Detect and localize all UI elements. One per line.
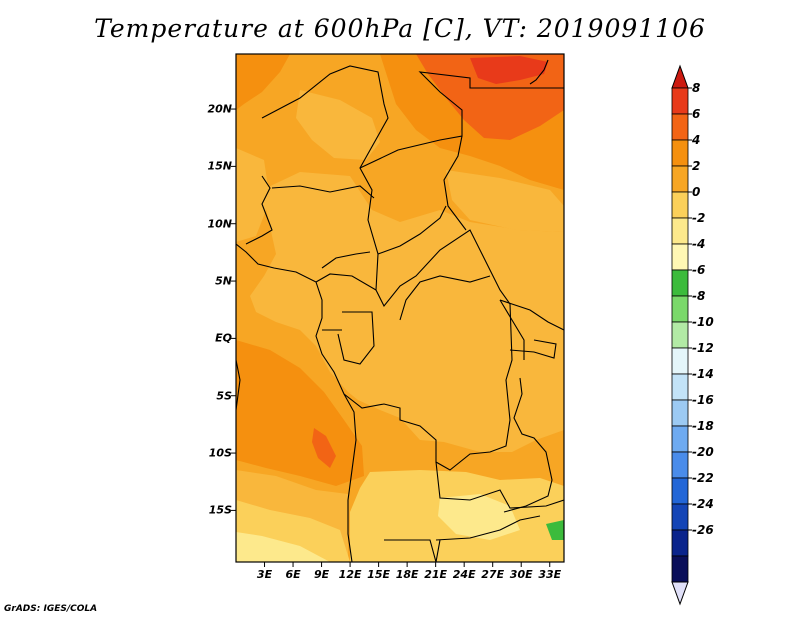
lat-label: 5N — [215, 274, 232, 288]
colorbar-label: -22 — [692, 471, 714, 485]
colorbar-swatch — [671, 191, 689, 219]
lon-label: 6E — [285, 568, 301, 581]
temperature-field — [236, 54, 564, 562]
lon-label: 21E — [424, 568, 448, 581]
colorbar-label: 2 — [692, 159, 701, 173]
colorbar-swatch — [671, 373, 689, 401]
axis-ticks — [231, 108, 551, 567]
colorbar-swatch — [671, 321, 689, 349]
lon-label: 9E — [313, 568, 330, 581]
colorbar-swatch — [671, 503, 689, 531]
shading-0-to-2-central — [250, 172, 564, 452]
lat-label: 20N — [207, 102, 232, 116]
colorbar-label: -18 — [692, 419, 714, 433]
colorbar-swatch — [671, 529, 689, 557]
shading-minus6-to-minus4 — [546, 520, 564, 540]
shading-4-to-6-northwest — [236, 54, 290, 110]
lon-label: 18E — [395, 568, 419, 581]
colorbar-swatch — [671, 555, 689, 583]
colorbar-label: -8 — [692, 289, 706, 303]
shading-6-to-8-southwest — [312, 428, 336, 468]
colorbar-label: -20 — [692, 445, 714, 459]
colorbar-label: -16 — [692, 393, 714, 407]
colorbar-bottom-arrow — [671, 581, 689, 606]
colorbar-label: 8 — [692, 81, 701, 95]
colorbar-label: -14 — [692, 367, 714, 381]
lon-label: 15E — [367, 568, 391, 581]
lon-label: 27E — [481, 568, 505, 581]
lat-label: 15N — [207, 159, 232, 173]
colorbar-label: 4 — [692, 133, 701, 147]
colorbar-swatch — [671, 477, 689, 505]
lat-label: 10N — [207, 217, 232, 231]
lon-label: 30E — [509, 568, 533, 581]
colorbar-label: 0 — [692, 185, 701, 199]
colorbar-swatch — [671, 399, 689, 427]
colorbar — [671, 64, 692, 606]
lat-label: 5S — [216, 389, 232, 403]
country-borders — [236, 59, 564, 562]
lon-label: 33E — [538, 568, 562, 581]
shading-0-to-2-east — [446, 170, 564, 232]
lon-label: 3E — [256, 568, 273, 581]
lat-label: 10S — [208, 446, 232, 460]
shading-above-8 — [470, 56, 548, 84]
colorbar-label: -4 — [692, 237, 706, 251]
colorbar-swatch — [671, 451, 689, 479]
colorbar-swatch — [671, 269, 689, 297]
colorbar-swatch — [671, 295, 689, 323]
shading-minus4-to-minus2-east — [438, 494, 520, 540]
map-title: Temperature at 600hPa [C], VT: 201909110… — [94, 14, 706, 43]
shading-minus4-to-minus2 — [236, 532, 330, 562]
colorbar-label: -24 — [692, 497, 714, 511]
colorbar-swatch — [671, 139, 689, 167]
colorbar-top-arrow — [671, 64, 689, 89]
colorbar-swatch — [671, 425, 689, 453]
colorbar-swatch — [671, 165, 689, 193]
map-frame — [235, 53, 565, 563]
shading-0-to-2-west — [236, 148, 270, 242]
colorbar-label: -10 — [692, 315, 714, 329]
colorbar-swatch — [671, 217, 689, 245]
colorbar-swatch — [671, 87, 689, 115]
lon-label: 12E — [338, 568, 362, 581]
colorbar-label: -12 — [692, 341, 714, 355]
colorbar-swatch — [671, 243, 689, 271]
colorbar-swatch — [671, 347, 689, 375]
colorbar-label: -26 — [692, 523, 714, 537]
colorbar-label: -6 — [692, 263, 706, 277]
colorbar-label: -2 — [692, 211, 706, 225]
grads-credit: GrADS: IGES/COLA — [4, 604, 98, 614]
lat-label: 15S — [208, 503, 232, 517]
colorbar-label: 6 — [692, 107, 701, 121]
colorbar-swatch — [671, 113, 689, 141]
shading-0-to-2-north — [296, 90, 380, 160]
lon-label: 24E — [452, 568, 476, 581]
lat-label: EQ — [215, 331, 232, 345]
